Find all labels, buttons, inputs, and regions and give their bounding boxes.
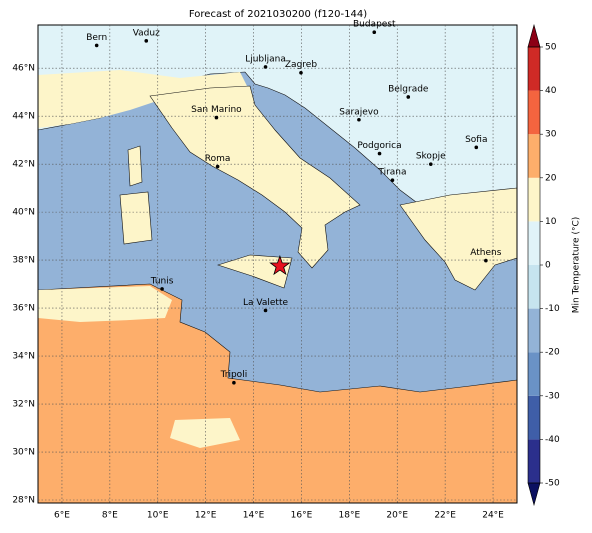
city-label: Athens <box>470 248 501 258</box>
city-label: Skopje <box>416 152 446 162</box>
y-tick-label: 32°N <box>12 400 35 410</box>
x-tick-label: 10°E <box>147 511 169 521</box>
colorbar-segment <box>528 352 540 396</box>
city-label: Sofia <box>465 135 487 145</box>
y-tick-label: 44°N <box>12 112 35 122</box>
y-tick-label: 28°N <box>12 496 35 506</box>
tunisia-cold <box>38 286 172 322</box>
city-dot <box>357 117 361 122</box>
city-dot <box>372 30 377 34</box>
colorbar-tick-label: 20 <box>545 173 557 183</box>
city-dot <box>428 162 433 166</box>
colorbar-tick-label: 40 <box>545 86 557 96</box>
city-dot <box>160 287 164 291</box>
x-tick-label: 20°E <box>386 511 408 521</box>
corsica <box>127 145 143 187</box>
city-label: Sarajevo <box>339 107 379 117</box>
po-valley <box>38 70 250 128</box>
city-dot <box>215 164 220 169</box>
x-tick-label: 8°E <box>102 511 118 521</box>
city-dot <box>474 145 479 150</box>
x-tick-label: 12°E <box>195 511 217 521</box>
city-dot <box>94 43 99 48</box>
colorbar-tick-label: -40 <box>545 435 560 445</box>
colorbar-extend-low <box>527 482 541 507</box>
city-dot <box>214 115 219 120</box>
colorbar-segment <box>528 90 540 135</box>
colorbar-tick-label: -10 <box>545 304 560 314</box>
city-dot <box>144 39 149 43</box>
greece <box>399 187 517 291</box>
city-dot <box>406 95 411 99</box>
colorbar-segment <box>528 439 540 483</box>
colorbar-tick-label: 10 <box>545 217 557 227</box>
y-tick-label: 34°N <box>12 352 35 362</box>
colorbar-segment <box>528 221 540 265</box>
colorbar-segment <box>528 47 540 91</box>
city-dot <box>484 258 488 263</box>
city-label: Budapest <box>353 20 396 30</box>
city-label: Tunis <box>150 276 174 286</box>
city-dot <box>263 308 268 313</box>
colorbar-segment <box>528 134 540 178</box>
colorbar-tick-label: 30 <box>545 130 557 140</box>
city-dot <box>232 380 236 385</box>
city-label: San Marino <box>191 105 242 115</box>
city-label: La Valette <box>243 298 288 308</box>
city-label: Belgrade <box>388 84 429 94</box>
x-tick-label: 14°E <box>243 511 265 521</box>
city-label: Ljubljana <box>245 54 286 64</box>
x-tick-label: 22°E <box>434 511 456 521</box>
city-dot <box>263 65 268 69</box>
colorbar-segment <box>528 308 540 353</box>
italy <box>149 85 361 269</box>
city-label: Zagreb <box>285 60 317 70</box>
colorbar-tick-label: -20 <box>545 348 560 358</box>
x-tick-label: 24°E <box>482 511 504 521</box>
y-tick-label: 42°N <box>12 160 35 170</box>
colorbar-segment <box>528 177 540 222</box>
colorbar-tick-label: -50 <box>545 479 560 489</box>
colorbar-tick-label: -30 <box>545 391 560 401</box>
city-dot <box>390 178 395 183</box>
city-dot <box>299 70 303 75</box>
y-tick-label: 38°N <box>12 256 35 266</box>
city-label: Vaduz <box>133 28 160 38</box>
city-label: Tirana <box>377 168 406 178</box>
sardinia <box>119 191 153 245</box>
city-label: Podgorica <box>357 141 401 151</box>
chart-title: Forecast of 2021030200 (f120-144) <box>189 9 367 20</box>
x-tick-label: 18°E <box>339 511 361 521</box>
colorbar-segment <box>528 265 540 309</box>
city-label: Roma <box>205 154 231 164</box>
location-star <box>269 254 291 276</box>
colorbar-label: Min Temperature (°C) <box>572 217 582 314</box>
libya-cold <box>170 418 240 448</box>
y-tick-label: 46°N <box>12 64 35 74</box>
colorbar-segment <box>528 395 540 440</box>
colorbar-tick-label: 0 <box>545 261 551 271</box>
x-tick-label: 6°E <box>54 511 70 521</box>
city-label: Bern <box>86 33 107 43</box>
x-tick-label: 16°E <box>291 511 313 521</box>
map <box>38 25 517 503</box>
city-dot <box>377 151 382 156</box>
y-tick-label: 36°N <box>12 304 35 314</box>
colorbar-tick-label: 50 <box>545 43 557 53</box>
y-tick-label: 40°N <box>12 208 35 218</box>
y-tick-label: 30°N <box>12 448 35 458</box>
city-label: Tripoli <box>220 370 248 380</box>
colorbar-extend-high <box>527 23 541 48</box>
map-frame <box>37 24 518 504</box>
africa <box>38 283 517 503</box>
